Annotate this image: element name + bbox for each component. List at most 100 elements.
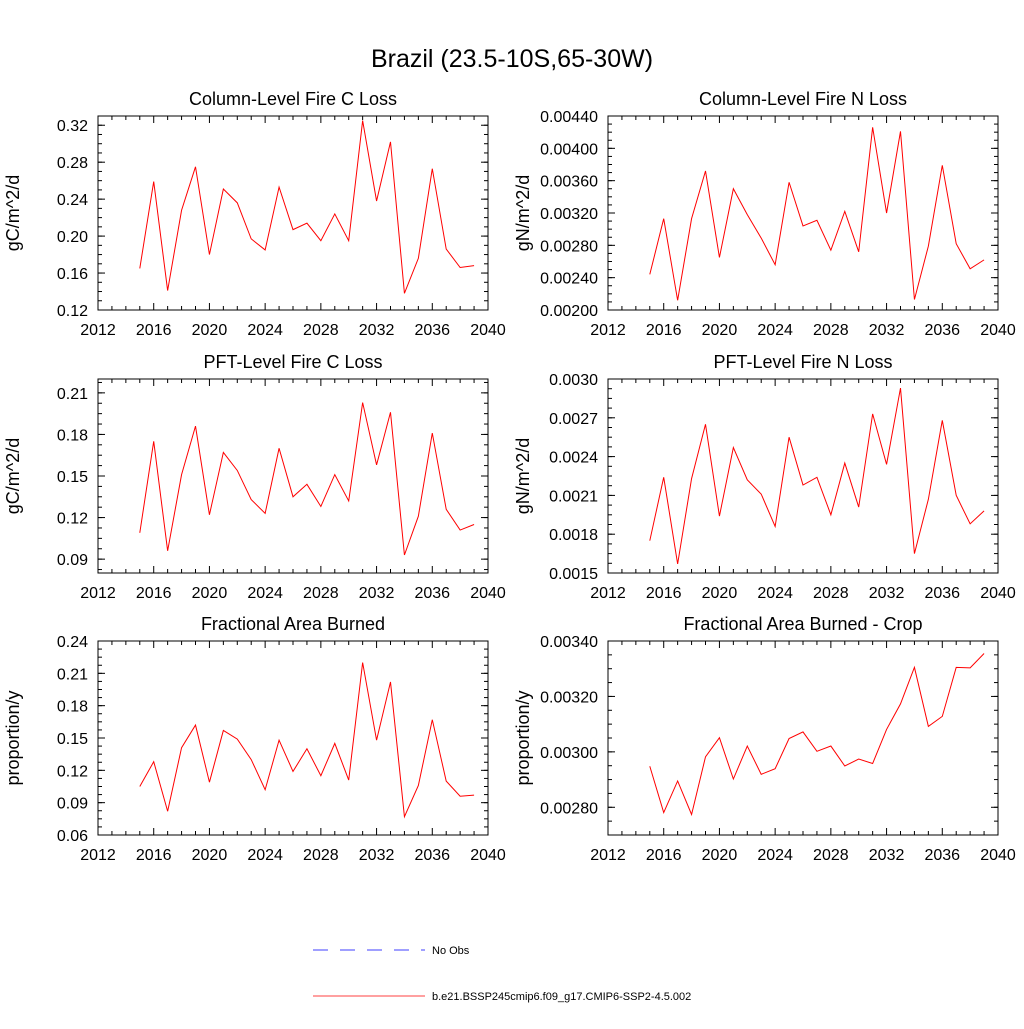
x-tick-label: 2020 [702,847,738,864]
x-tick-label: 2024 [247,847,283,864]
x-tick-label: 2016 [136,322,172,339]
y-tick-label: 0.0021 [549,488,598,505]
y-tick-label: 0.28 [57,155,88,172]
x-tick-label: 2020 [192,322,228,339]
x-tick-label: 2024 [247,322,283,339]
x-tick-label: 2016 [646,585,682,602]
x-tick-label: 2040 [980,585,1016,602]
y-tick-label: 0.0030 [549,372,598,389]
x-tick-label: 2020 [702,322,738,339]
x-tick-label: 2032 [869,585,905,602]
x-tick-label: 2012 [80,585,116,602]
x-tick-label: 2024 [757,847,793,864]
y-axis-label: gC/m^2/d [3,438,23,514]
x-tick-label: 2028 [303,847,339,864]
x-tick-label: 2036 [414,585,450,602]
chart-panel-2: Column-Level Fire N Loss gN/m^2/d 2012 2016… [513,89,1016,339]
y-tick-label: 0.00300 [540,745,598,762]
panel-title: Column-Level Fire C Loss [189,89,397,109]
x-tick-label: 2024 [757,585,793,602]
y-tick-label: 0.15 [57,731,88,748]
y-tick-label: 0.20 [57,229,88,246]
chart-panel-6: Fractional Area Burned - Crop proportion/… [513,614,1016,864]
x-tick-label: 2028 [813,585,849,602]
y-tick-label: 0.12 [57,511,88,528]
y-axis-label: gN/m^2/d [513,438,533,514]
y-tick-label: 0.09 [57,796,88,813]
y-tick-label: 0.00400 [540,141,598,158]
y-tick-label: 0.16 [57,266,88,283]
x-tick-label: 2012 [80,322,116,339]
panel-title: Column-Level Fire N Loss [699,89,907,109]
chart-panel-5: Fractional Area Burned proportion/y 2012 20… [3,614,506,864]
x-tick-label: 2028 [813,847,849,864]
x-tick-label: 2040 [470,847,506,864]
plot-frame [607,378,999,574]
y-tick-label: 0.00360 [540,174,598,191]
panels: Column-Level Fire C Loss gC/m^2/d 2012 2016… [3,89,1016,864]
x-tick-label: 2036 [924,322,960,339]
series-line [649,653,985,817]
x-tick-label: 2040 [980,847,1016,864]
x-tick-label: 2036 [924,847,960,864]
x-tick-label: 2036 [414,847,450,864]
x-tick-label: 2032 [359,322,395,339]
x-tick-label: 2028 [303,322,339,339]
x-tick-label: 2032 [869,322,905,339]
y-tick-label: 0.24 [57,634,88,651]
plot-frame [97,115,489,311]
legend-label-model: b.e21.BSSP245cmip6.f09_g17.CMIP6-SSP2-4.… [432,991,691,1003]
x-tick-label: 2032 [359,585,395,602]
x-tick-label: 2016 [136,847,172,864]
y-tick-label: 0.00280 [540,238,598,255]
y-tick-label: 0.15 [57,469,88,486]
x-tick-label: 2016 [646,322,682,339]
plot-frame [97,378,489,574]
y-tick-label: 0.00320 [540,689,598,706]
series-line [139,120,475,294]
x-tick-label: 2020 [192,585,228,602]
y-tick-label: 0.12 [57,303,88,320]
x-tick-label: 2020 [702,585,738,602]
y-tick-label: 0.06 [57,828,88,845]
legend-label-no-obs: No Obs [432,945,470,957]
chart-panel-4: PFT-Level Fire N Loss gN/m^2/d 2012 2016 202… [513,352,1016,602]
x-tick-label: 2020 [192,847,228,864]
x-tick-label: 2040 [470,585,506,602]
y-tick-label: 0.00340 [540,634,598,651]
x-tick-label: 2032 [869,847,905,864]
plot-frame [607,115,999,311]
x-tick-label: 2040 [470,322,506,339]
y-tick-label: 0.18 [57,427,88,444]
y-tick-label: 0.0024 [549,450,598,467]
panel-title: Fractional Area Burned - Crop [683,614,922,634]
x-tick-label: 2032 [359,847,395,864]
y-tick-label: 0.09 [57,552,88,569]
chart-panel-1: Column-Level Fire C Loss gC/m^2/d 2012 2016… [3,89,506,339]
chart-panel-3: PFT-Level Fire C Loss gC/m^2/d 2012 2016 202… [3,352,506,602]
y-tick-label: 0.00200 [540,303,598,320]
y-axis-label: gN/m^2/d [513,175,533,251]
x-tick-label: 2012 [80,847,116,864]
series-line [139,402,475,556]
legend: No Obs b.e21.BSSP245cmip6.f09_g17.CMIP6-… [313,945,691,1003]
x-tick-label: 2016 [646,847,682,864]
panel-title: Fractional Area Burned [201,614,385,634]
x-tick-label: 2040 [980,322,1016,339]
x-tick-label: 2028 [813,322,849,339]
series-line [649,387,985,565]
x-tick-label: 2012 [590,322,626,339]
x-tick-label: 2036 [414,322,450,339]
y-tick-label: 0.21 [57,666,88,683]
x-tick-label: 2024 [757,322,793,339]
plot-frame [97,640,489,836]
y-tick-label: 0.00440 [540,109,598,126]
y-tick-label: 0.00240 [540,271,598,288]
x-tick-label: 2028 [303,585,339,602]
y-tick-label: 0.0015 [549,566,598,583]
y-tick-label: 0.24 [57,192,88,209]
series-line [139,662,475,819]
y-axis-label: proportion/y [3,690,23,785]
